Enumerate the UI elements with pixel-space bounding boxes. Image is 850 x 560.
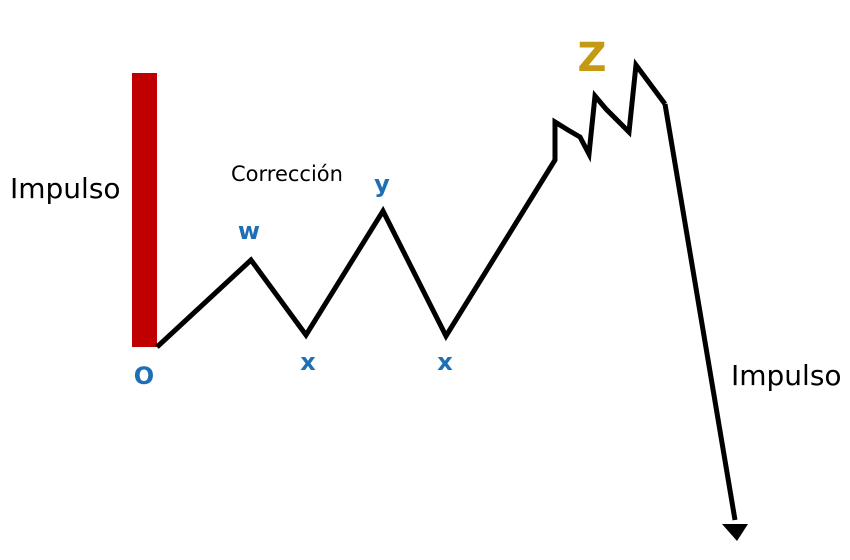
- wave-z-label: Z: [577, 35, 606, 81]
- impulse-right-label: Impulso: [731, 359, 842, 392]
- wave-y-label: y: [374, 170, 390, 198]
- impulse-bar: [132, 73, 157, 347]
- origin-label: O: [134, 362, 154, 390]
- wave-w-label: w: [238, 217, 260, 245]
- impulse-down-arrow: [662, 103, 738, 521]
- wave-x1-label: x: [300, 348, 316, 376]
- correction-wave-path: [155, 58, 668, 349]
- impulse-left-label: Impulso: [10, 172, 121, 205]
- arrowhead-icon: [722, 524, 748, 541]
- wave-x2-label: x: [437, 348, 453, 376]
- correction-label: Corrección: [231, 162, 343, 186]
